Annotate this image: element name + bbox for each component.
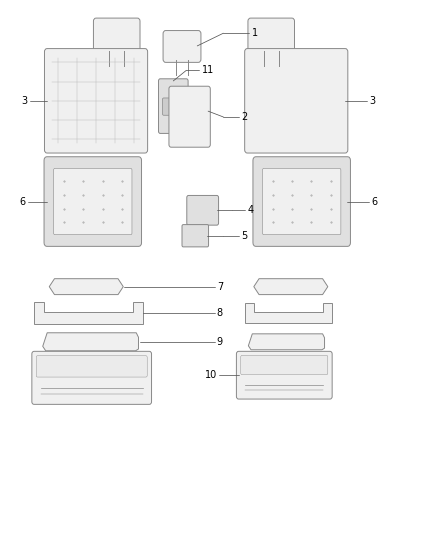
Text: 6: 6: [371, 197, 378, 207]
Text: 3: 3: [21, 96, 28, 106]
FancyBboxPatch shape: [162, 98, 184, 115]
FancyBboxPatch shape: [248, 18, 294, 54]
FancyBboxPatch shape: [159, 79, 188, 133]
FancyBboxPatch shape: [36, 356, 147, 377]
FancyBboxPatch shape: [53, 168, 132, 235]
Text: 4: 4: [247, 205, 254, 215]
Polygon shape: [245, 303, 332, 323]
FancyBboxPatch shape: [182, 224, 208, 247]
FancyBboxPatch shape: [237, 351, 332, 399]
FancyBboxPatch shape: [253, 157, 350, 246]
Text: 10: 10: [205, 370, 217, 380]
FancyBboxPatch shape: [163, 30, 201, 62]
FancyBboxPatch shape: [245, 49, 348, 153]
FancyBboxPatch shape: [169, 86, 210, 147]
Text: 3: 3: [369, 96, 375, 106]
FancyBboxPatch shape: [44, 157, 141, 246]
Text: 9: 9: [217, 337, 223, 347]
FancyBboxPatch shape: [241, 356, 328, 375]
Polygon shape: [248, 334, 325, 350]
Polygon shape: [254, 279, 328, 295]
Text: 6: 6: [19, 197, 25, 207]
Text: 5: 5: [241, 231, 247, 241]
Polygon shape: [34, 302, 143, 324]
Polygon shape: [49, 279, 123, 295]
FancyBboxPatch shape: [187, 196, 219, 225]
Text: 11: 11: [201, 66, 214, 75]
FancyBboxPatch shape: [93, 18, 140, 54]
Text: 1: 1: [252, 28, 258, 38]
Text: 8: 8: [217, 308, 223, 318]
Text: 2: 2: [241, 112, 247, 122]
Polygon shape: [43, 333, 138, 351]
FancyBboxPatch shape: [45, 49, 148, 153]
FancyBboxPatch shape: [32, 351, 152, 405]
FancyBboxPatch shape: [262, 168, 341, 235]
Text: 7: 7: [217, 281, 223, 292]
